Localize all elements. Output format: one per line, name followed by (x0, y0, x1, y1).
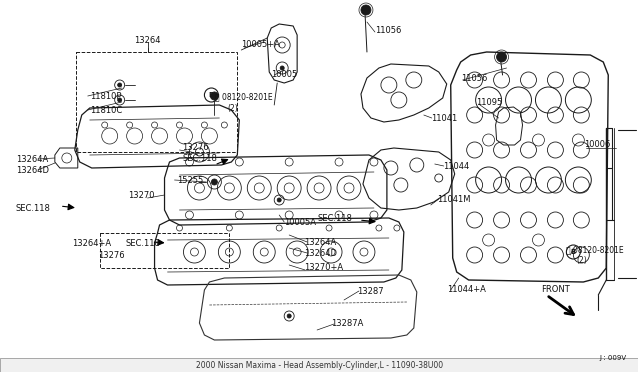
Text: 11095: 11095 (476, 97, 502, 106)
Text: 10006: 10006 (584, 140, 611, 148)
Text: 11041M: 11041M (436, 195, 470, 203)
Text: 11810C: 11810C (90, 106, 122, 115)
Text: 11056: 11056 (375, 26, 401, 35)
Text: 13276: 13276 (98, 251, 124, 260)
Text: B: B (571, 249, 576, 255)
Circle shape (280, 66, 284, 70)
Text: SEC.118: SEC.118 (182, 154, 218, 163)
Circle shape (118, 83, 122, 87)
Text: 13264A: 13264A (16, 154, 48, 164)
Text: 10005+A: 10005+A (241, 39, 280, 48)
Text: B: B (209, 92, 214, 98)
Text: (2): (2) (227, 103, 238, 112)
Text: SEC.118: SEC.118 (16, 203, 51, 212)
Text: 13264A: 13264A (304, 237, 337, 247)
Text: 13264+A: 13264+A (72, 238, 111, 247)
Text: 13270: 13270 (127, 190, 154, 199)
Text: SEC.118: SEC.118 (125, 238, 161, 247)
Text: 13264: 13264 (134, 35, 161, 45)
Circle shape (277, 198, 281, 202)
Text: 11044+A: 11044+A (447, 285, 486, 295)
Text: (2): (2) (577, 257, 587, 266)
Circle shape (361, 5, 371, 15)
Bar (76, 52, 237, 152)
Text: FRONT: FRONT (541, 285, 570, 295)
Text: 10005: 10005 (271, 70, 298, 78)
Text: 13287A: 13287A (331, 320, 364, 328)
Text: 2000 Nissan Maxima - Head Assembly-Cylinder,L - 11090-38U00: 2000 Nissan Maxima - Head Assembly-Cylin… (196, 360, 443, 369)
Text: 13276: 13276 (182, 142, 209, 151)
Circle shape (118, 98, 122, 102)
Text: 11810P: 11810P (90, 92, 121, 100)
Circle shape (211, 92, 218, 100)
Text: Ⓑ 08120-8201E: Ⓑ 08120-8201E (566, 246, 624, 254)
Text: 11056: 11056 (461, 74, 487, 83)
Text: 13264D: 13264D (16, 166, 49, 174)
Text: 13287: 13287 (357, 286, 383, 295)
Text: 10005A: 10005A (284, 218, 316, 227)
Text: Ⓑ 08120-8201E: Ⓑ 08120-8201E (216, 93, 273, 102)
Text: 11041: 11041 (431, 113, 457, 122)
Text: J : 009V: J : 009V (599, 355, 626, 361)
Circle shape (211, 179, 218, 185)
Bar (0, 358, 638, 372)
Text: 11044: 11044 (443, 161, 469, 170)
Text: 13270+A: 13270+A (304, 263, 343, 273)
Bar (100, 233, 229, 268)
Text: 13264D: 13264D (304, 248, 337, 257)
Text: SEC.118: SEC.118 (317, 214, 352, 222)
Circle shape (287, 314, 291, 318)
Circle shape (497, 52, 506, 62)
Text: 15255: 15255 (177, 176, 204, 185)
